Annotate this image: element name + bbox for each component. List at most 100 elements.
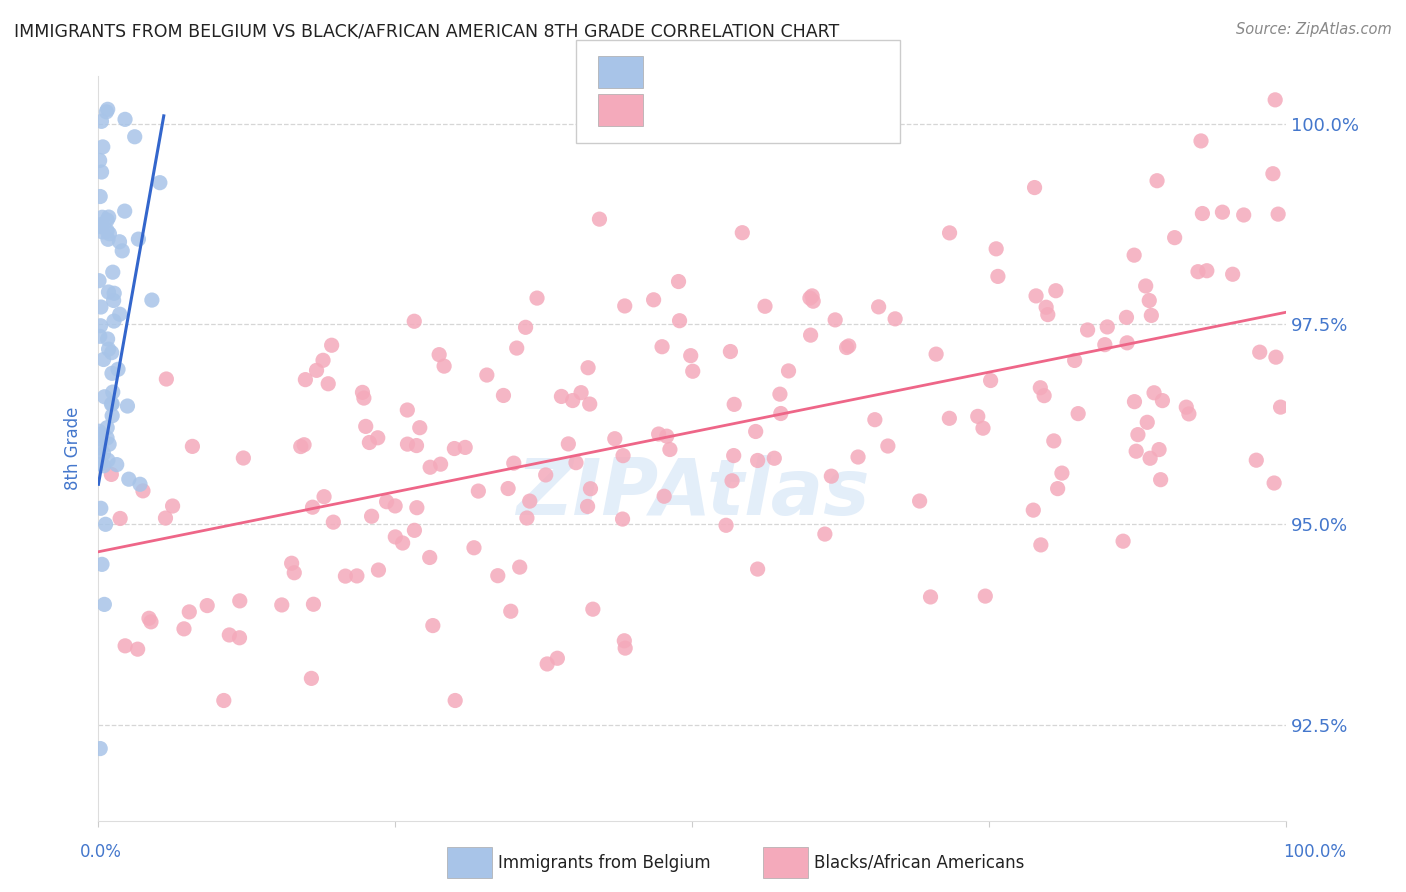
Point — [723, 449, 745, 463]
Point — [1036, 308, 1059, 322]
Point — [1139, 451, 1161, 466]
Point — [101, 367, 124, 381]
Point — [98, 227, 121, 241]
Point — [799, 291, 821, 305]
Point — [100, 467, 122, 482]
Point — [668, 314, 690, 328]
Point — [114, 639, 136, 653]
Point — [496, 482, 519, 496]
Point — [305, 363, 328, 377]
Point — [96, 104, 118, 119]
Point — [679, 349, 702, 363]
Text: IMMIGRANTS FROM BELGIUM VS BLACK/AFRICAN AMERICAN 8TH GRADE CORRELATION CHART: IMMIGRANTS FROM BELGIUM VS BLACK/AFRICAN… — [14, 22, 839, 40]
Point — [419, 460, 441, 475]
Point — [312, 490, 335, 504]
Point — [1094, 337, 1116, 351]
Text: 0.495: 0.495 — [693, 101, 749, 119]
Point — [405, 439, 427, 453]
Point — [114, 204, 136, 219]
Point — [97, 232, 120, 246]
Point — [218, 628, 240, 642]
Text: N =: N = — [752, 101, 792, 119]
Point — [1187, 265, 1209, 279]
Point — [652, 489, 675, 503]
Point — [212, 693, 235, 707]
Point — [301, 500, 323, 515]
Point — [1126, 427, 1149, 442]
Text: R =: R = — [651, 101, 690, 119]
Point — [499, 604, 522, 618]
Point — [1115, 310, 1137, 325]
Point — [155, 511, 177, 525]
Point — [322, 515, 344, 529]
Point — [96, 431, 118, 445]
Point — [90, 318, 112, 333]
Point — [1033, 389, 1056, 403]
Point — [321, 338, 343, 352]
Point — [824, 313, 846, 327]
Text: 65: 65 — [796, 60, 821, 78]
Point — [1137, 293, 1160, 308]
Point — [316, 376, 339, 391]
Point — [1211, 205, 1233, 219]
Point — [103, 286, 125, 301]
Point — [519, 494, 541, 508]
Point — [129, 477, 152, 491]
Point — [90, 114, 112, 128]
Point — [557, 437, 579, 451]
Point — [101, 397, 124, 411]
Point — [346, 569, 368, 583]
Point — [433, 359, 456, 373]
Point — [302, 597, 325, 611]
Point — [404, 524, 426, 538]
Point — [1029, 538, 1052, 552]
Point — [1175, 400, 1198, 414]
Point — [1043, 434, 1066, 448]
Point — [138, 611, 160, 625]
Point — [846, 450, 869, 464]
Point — [980, 374, 1002, 388]
Point — [283, 566, 305, 580]
Point — [108, 307, 131, 321]
Point — [384, 499, 406, 513]
Point — [90, 432, 112, 446]
Text: R =: R = — [651, 60, 690, 78]
Point — [723, 397, 745, 411]
Point — [925, 347, 948, 361]
Point — [96, 420, 118, 434]
Point — [515, 320, 537, 334]
Point — [1112, 534, 1135, 549]
Point — [987, 269, 1010, 284]
Point — [179, 605, 201, 619]
Point — [651, 340, 673, 354]
Point — [1063, 353, 1085, 368]
Point — [1178, 407, 1201, 421]
Point — [747, 453, 769, 467]
Point — [486, 568, 509, 582]
Point — [91, 211, 114, 225]
Point — [579, 482, 602, 496]
Point — [127, 642, 149, 657]
Point — [352, 385, 374, 400]
Point — [820, 469, 842, 483]
Point — [550, 389, 572, 403]
Point — [101, 409, 124, 423]
Text: 0.166: 0.166 — [693, 60, 749, 78]
Point — [1123, 394, 1146, 409]
Point — [972, 421, 994, 435]
Point — [90, 457, 112, 471]
Point — [884, 311, 907, 326]
Point — [920, 590, 942, 604]
Point — [280, 556, 302, 570]
Point — [908, 494, 931, 508]
Point — [100, 345, 122, 359]
Point — [569, 385, 592, 400]
Point — [409, 420, 432, 434]
Point — [1261, 167, 1284, 181]
Point — [1077, 323, 1099, 337]
Point — [1050, 466, 1073, 480]
Point — [1024, 180, 1046, 194]
Text: N =: N = — [752, 60, 792, 78]
Point — [312, 353, 335, 368]
Point — [98, 437, 121, 451]
